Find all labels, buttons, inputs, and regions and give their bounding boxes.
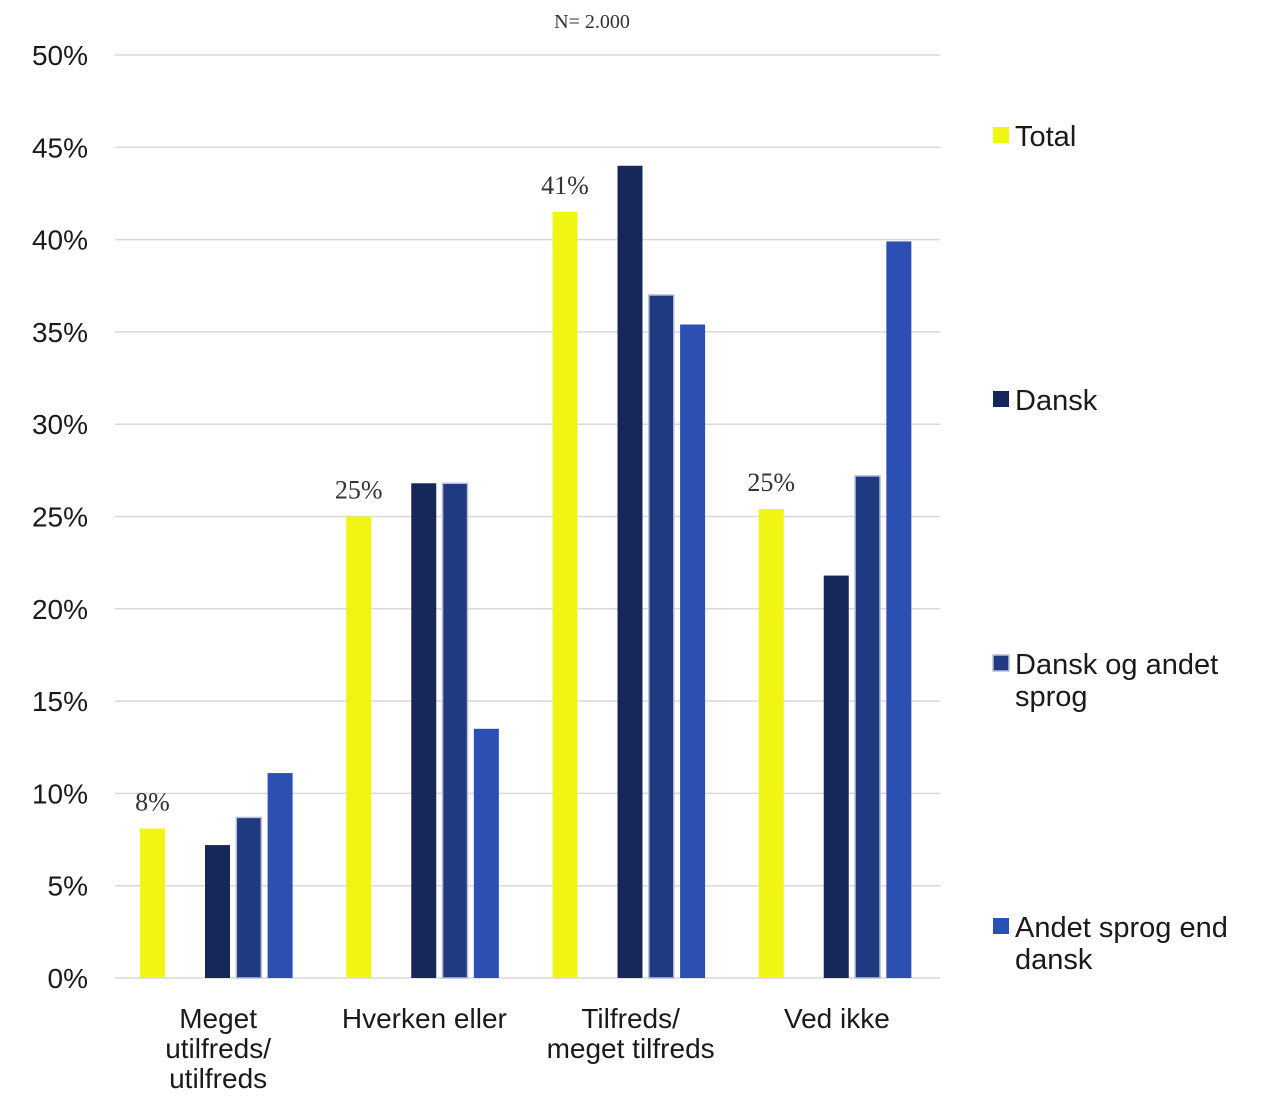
bar [552,211,578,978]
legend-swatch [992,654,1010,672]
y-tick-label: 40% [32,225,88,256]
legend-swatch [993,918,1009,934]
bar [854,475,881,979]
y-tick-label: 5% [48,871,88,902]
bar [680,324,706,978]
bars [140,165,912,979]
y-tick-label: 25% [32,502,88,533]
data-label: 25% [335,476,383,505]
bar [886,241,912,979]
x-category-label: Hverken eller [342,1003,507,1034]
bar [823,575,849,978]
data-label: 8% [135,787,170,816]
x-category-label: Meget [179,1003,257,1034]
y-axis-ticks: 0% 5% 10% 15% 20% 25% 30% 35% 40% 45% 50% [32,40,88,994]
y-tick-label: 35% [32,317,88,348]
data-label: 25% [747,468,795,497]
bar [473,728,499,978]
legend-label: Total [1015,121,1076,153]
y-tick-label: 15% [32,686,88,717]
data-labels: 8% 25% 41% 25% [135,171,795,817]
legend-label: Dansk og andet [1015,649,1218,681]
y-tick-label: 0% [48,963,88,994]
chart-subtitle: N= 2.000 [554,11,630,33]
x-category-label: utilfreds [169,1063,267,1094]
legend-swatch [993,391,1009,407]
bar [267,773,293,978]
bar [758,509,784,978]
legend-label: Andet sprog end [1015,912,1228,944]
bar [140,828,165,978]
bar [441,482,469,979]
legend-label: dansk [1015,944,1093,976]
data-label: 41% [541,171,589,200]
y-tick-label: 20% [32,594,88,625]
bar [205,845,230,978]
legend-label: Dansk [1015,385,1098,417]
legend-label: sprog [1015,681,1088,713]
x-category-label: utilfreds/ [165,1033,271,1064]
y-tick-label: 10% [32,778,88,809]
bar [346,516,372,978]
legend-swatch [993,127,1009,143]
bar [617,165,643,978]
bar [235,816,263,979]
y-tick-label: 45% [32,132,88,163]
bar [411,483,437,978]
x-category-label: Tilfreds/ [581,1003,680,1034]
x-category-label: Ved ikke [784,1003,890,1034]
y-tick-label: 50% [32,40,88,71]
bar [648,294,675,979]
x-category-label: meget tilfreds [547,1033,715,1064]
y-tick-label: 30% [32,409,88,440]
